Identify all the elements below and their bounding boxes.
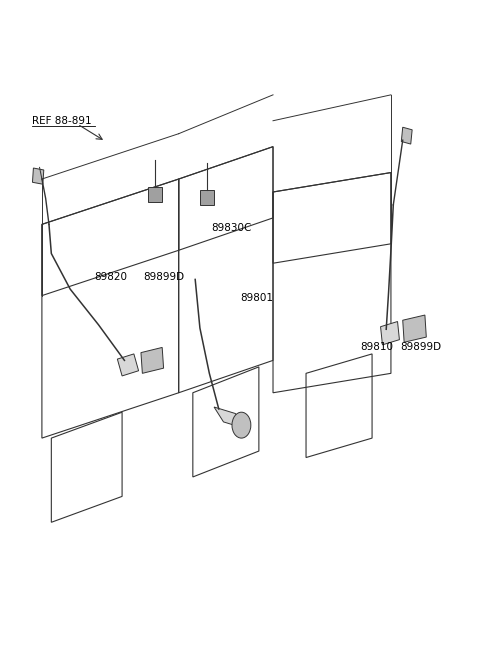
Polygon shape [214,407,245,428]
Polygon shape [401,127,412,144]
Text: 89830C: 89830C [212,222,252,233]
Text: 89801: 89801 [240,293,273,302]
Polygon shape [33,168,44,184]
Polygon shape [381,321,399,345]
Polygon shape [141,348,164,373]
Polygon shape [148,187,162,201]
Text: 89899D: 89899D [144,272,184,283]
Polygon shape [200,190,214,205]
Polygon shape [403,315,426,342]
Circle shape [232,412,251,438]
Text: REF 88-891: REF 88-891 [32,115,91,126]
Polygon shape [118,354,139,376]
Text: 89899D: 89899D [400,342,442,352]
Text: 89810: 89810 [361,342,394,352]
Text: 89820: 89820 [94,272,127,283]
